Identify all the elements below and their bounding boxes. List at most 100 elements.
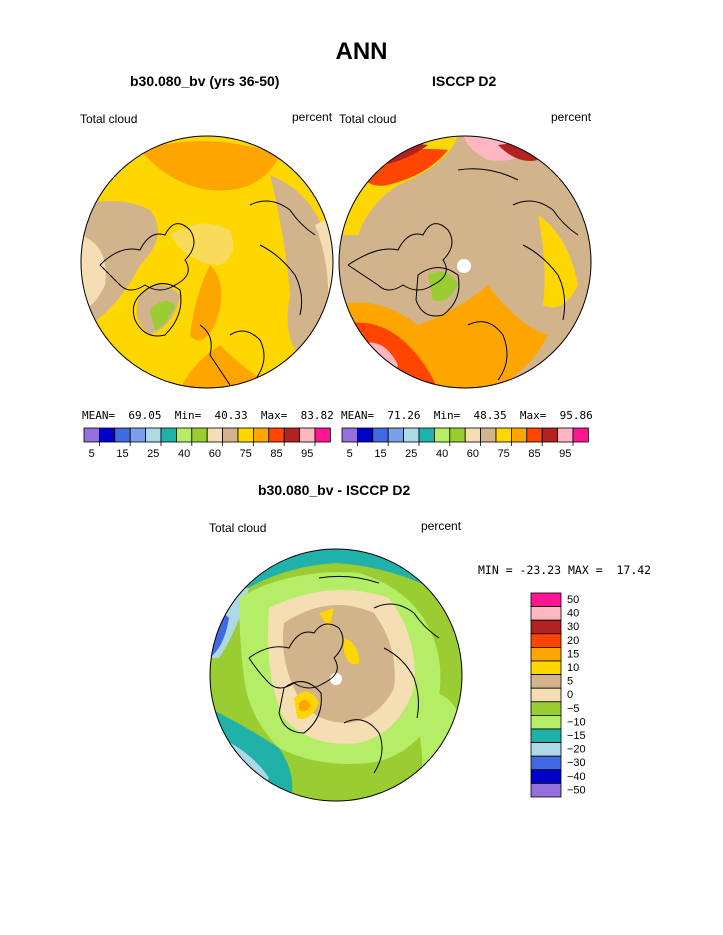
panel1-stats: MEAN= 69.05 Min= 40.33 Max= 83.82 [82, 409, 334, 422]
colorbar-tick-label: 15 [116, 448, 128, 460]
map-fill-region [270, 175, 331, 365]
colorbar-tick-label: 5 [567, 676, 573, 688]
colorbar-swatch [418, 427, 435, 443]
colorbar-swatch [83, 427, 100, 443]
colorbar-swatch [160, 427, 177, 443]
colorbar-tick-label: 50 [567, 594, 579, 606]
panel1-min-label: Min= [174, 409, 202, 422]
colorbar-swatch [98, 427, 116, 443]
colorbar-tick-label: 30 [567, 621, 579, 633]
colorbar-tick-label: −50 [567, 784, 586, 796]
colorbar-swatch [530, 769, 562, 784]
colorbar-tick-label: 95 [559, 448, 571, 460]
colorbar-tick-label: 75 [240, 448, 252, 460]
colorbar-swatch [530, 592, 562, 608]
colorbar-tick-label: 60 [467, 448, 479, 460]
panel1-units-label: percent [292, 110, 333, 124]
colorbar-swatch [191, 427, 208, 443]
colorbar-swatch [530, 715, 562, 730]
colorbar-swatch [572, 427, 589, 443]
colorbar-tick-label: 95 [301, 448, 313, 460]
panel2-mean-label: MEAN= [341, 409, 375, 422]
colorbar-tick-label: −20 [567, 744, 586, 756]
panel2-polar-map [338, 135, 592, 389]
diff-units-label: percent [421, 519, 462, 533]
colorbar-swatch [129, 427, 147, 443]
colorbar-swatch [480, 427, 497, 443]
colorbar-tick-label: −40 [567, 771, 586, 783]
colorbar-swatch [145, 427, 162, 443]
colorbar-tick-label: −10 [567, 716, 586, 728]
panel2-stats: MEAN= 71.26 Min= 48.35 Max= 95.86 [341, 409, 593, 422]
colorbar-swatch [449, 427, 466, 443]
coastlines [248, 575, 440, 774]
pole-hole [330, 673, 342, 685]
colorbar-swatch [530, 782, 562, 798]
colorbar-swatch [530, 619, 562, 635]
map-fill-region [140, 141, 280, 191]
colorbar-swatch [387, 427, 405, 443]
panel2-min: 48.35 [473, 409, 507, 422]
colorbar-swatch [403, 427, 420, 443]
colorbar-swatch [222, 427, 239, 443]
panel2-mean: 71.26 [387, 409, 421, 422]
diff-polar-map [209, 548, 463, 802]
colorbar-tick-label: −15 [567, 730, 586, 742]
colorbar-tick-label: 75 [498, 448, 510, 460]
diff-range-text: MIN = -23.23 MAX = 17.42 [478, 563, 652, 577]
colorbar-tick-label: 20 [567, 635, 579, 647]
diff-variable-label: Total cloud [209, 521, 267, 535]
colorbar-swatch [314, 427, 331, 443]
map-fill-region [150, 301, 175, 330]
panel1-title: b30.080_bv (yrs 36-50) [130, 73, 280, 89]
panel2-max-label: Max= [519, 409, 547, 422]
colorbar-tick-label: 40 [567, 608, 579, 620]
colorbar-tick-label: 40 [178, 448, 190, 460]
map-fill-region [498, 144, 538, 161]
coastlines [99, 200, 316, 386]
colorbar-swatch [530, 660, 562, 676]
colorbar-swatch [530, 728, 562, 744]
colorbar-swatch [464, 427, 481, 443]
colorbar-swatch [557, 427, 574, 443]
colorbar-tick-label: 25 [405, 448, 417, 460]
colorbar-swatch [541, 427, 558, 443]
colorbar-swatch [530, 755, 562, 771]
diff-panel-title: b30.080_bv - ISCCP D2 [258, 482, 411, 498]
colorbar-tick-label: 60 [209, 448, 221, 460]
colorbar-swatch [176, 427, 193, 443]
map-fill-region [190, 265, 222, 341]
panel1-colorbar: 5 15 25 40 60 75 85 95 [83, 427, 331, 460]
colorbar-tick-label: 5 [347, 448, 353, 460]
colorbar-swatch [114, 427, 131, 443]
colorbar-tick-label: −5 [567, 703, 580, 715]
colorbar-swatch [530, 633, 562, 648]
colorbar-swatch [530, 742, 562, 757]
panel2-max: 95.86 [559, 409, 593, 422]
colorbar-swatch [526, 427, 543, 443]
colorbar-swatch [434, 427, 451, 443]
coastlines [347, 168, 579, 381]
pole-hole [457, 259, 471, 273]
panel2-units-label: percent [551, 110, 592, 124]
colorbar-swatch [372, 427, 389, 443]
colorbar-swatch [530, 606, 562, 621]
panel1-max: 83.82 [300, 409, 334, 422]
colorbar-tick-label: 10 [567, 662, 579, 674]
colorbar-tick-label: 85 [270, 448, 282, 460]
panel1-mean: 69.05 [128, 409, 162, 422]
panel1-max-label: Max= [260, 409, 288, 422]
map-fill-region [299, 700, 311, 712]
figure-title: ANN [335, 38, 388, 65]
map-fill-region [319, 608, 334, 628]
colorbar-tick-label: 25 [147, 448, 159, 460]
colorbar-swatch [530, 687, 562, 703]
colorbar-tick-label: 15 [567, 648, 579, 660]
colorbar-swatch [530, 701, 562, 716]
colorbar-swatch [356, 427, 374, 443]
map-fill-region [81, 235, 106, 308]
colorbar-tick-label: 40 [436, 448, 448, 460]
colorbar-tick-label: −30 [567, 757, 586, 769]
colorbar-swatch [510, 427, 528, 443]
